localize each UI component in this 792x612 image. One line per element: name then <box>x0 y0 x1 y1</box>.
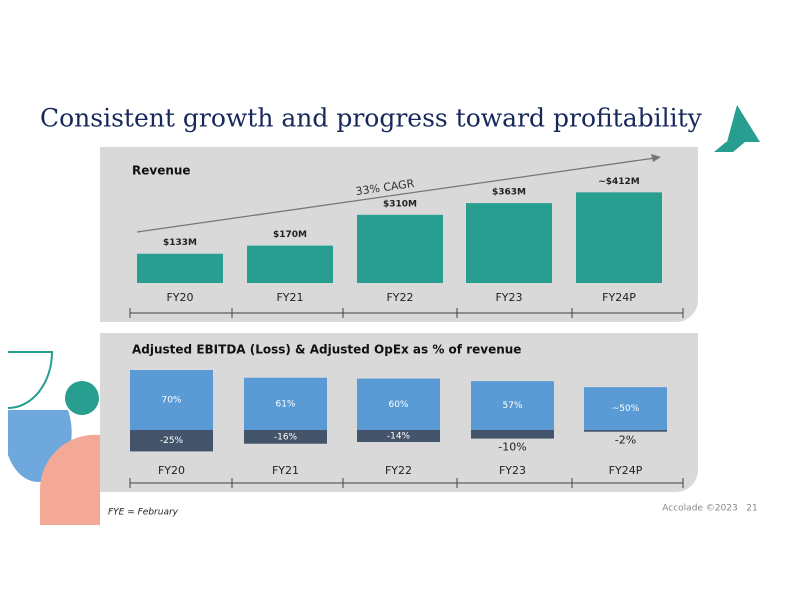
value-label: -10% <box>498 441 526 454</box>
decoration <box>7 351 100 525</box>
logo <box>714 105 760 152</box>
bar-segment <box>244 377 327 430</box>
bar-segment <box>584 387 667 430</box>
bar <box>357 214 443 283</box>
x-tick-label: FY22 <box>385 464 412 477</box>
slide-title: Consistent growth and progress toward pr… <box>40 104 703 133</box>
value-label: 61% <box>275 399 295 409</box>
bar <box>247 245 333 283</box>
value-label: ~$412M <box>598 177 640 187</box>
bar <box>576 192 662 283</box>
value-label: -14% <box>387 431 411 441</box>
x-tick-label: FY20 <box>166 291 193 304</box>
bar-segment <box>130 370 213 430</box>
bar-segment <box>357 378 440 430</box>
source: Accolade ©2023 <box>662 504 737 514</box>
x-tick-label: FY22 <box>386 291 413 304</box>
x-tick-label: FY24P <box>609 464 643 477</box>
x-tick-label: FY20 <box>158 464 185 477</box>
value-label: -2% <box>615 434 636 447</box>
arrow-head <box>651 154 661 162</box>
value-label: -25% <box>160 436 184 446</box>
value-label: -16% <box>274 432 298 442</box>
footnote: FYE = February <box>108 508 179 518</box>
value-label: $363M <box>492 188 526 198</box>
bar <box>466 203 552 283</box>
bar-segment <box>584 430 667 432</box>
bar-segment <box>471 430 554 439</box>
x-tick-label: FY24P <box>602 291 636 304</box>
value-label: ~50% <box>612 404 640 414</box>
value-label: 70% <box>161 396 181 406</box>
x-tick-label: FY21 <box>276 291 303 304</box>
x-tick-label: FY21 <box>272 464 299 477</box>
chart-title: Revenue <box>132 164 191 178</box>
cagr-arrow <box>136 157 656 233</box>
bar-segment <box>244 430 327 444</box>
bar-segment <box>357 430 440 442</box>
value-label: 57% <box>502 401 522 411</box>
value-label: $170M <box>273 230 307 240</box>
value-label: $310M <box>383 199 417 209</box>
x-tick-label: FY23 <box>499 464 526 477</box>
chart-title: Adjusted EBITDA (Loss) & Adjusted OpEx a… <box>132 343 521 357</box>
page-number: 21 <box>746 504 757 514</box>
bar-segment <box>130 430 213 452</box>
bar <box>137 253 223 283</box>
value-label: $133M <box>163 238 197 248</box>
value-label: 60% <box>388 400 408 410</box>
x-tick-label: FY23 <box>495 291 522 304</box>
bar-segment <box>471 381 554 430</box>
